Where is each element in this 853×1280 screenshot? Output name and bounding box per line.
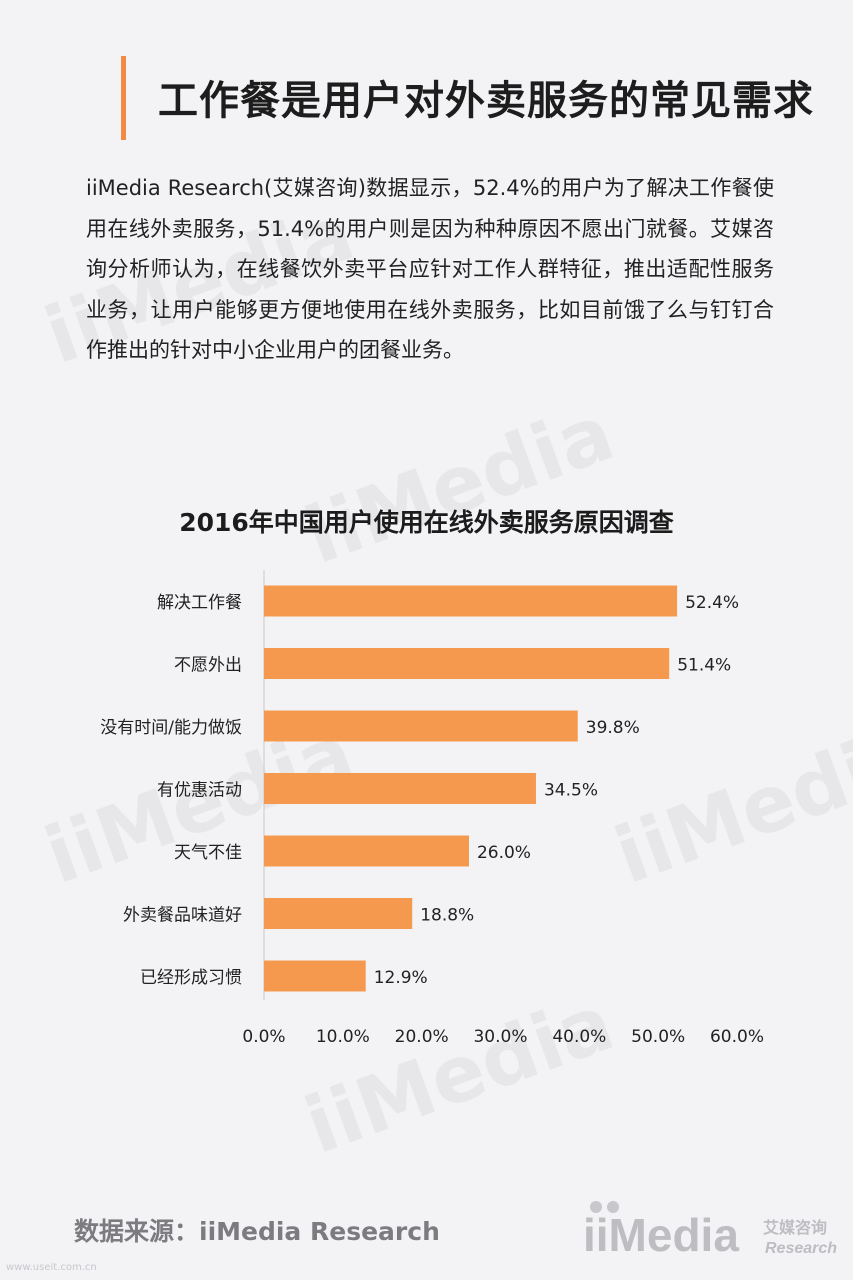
data-label: 12.9% bbox=[374, 968, 428, 988]
svg-text:Research: Research bbox=[765, 1240, 837, 1257]
data-label: 26.0% bbox=[477, 843, 531, 863]
category-label: 天气不佳 bbox=[174, 843, 242, 863]
x-tick-label: 50.0% bbox=[631, 1027, 685, 1047]
page-title: 工作餐是用户对外卖服务的常见需求 bbox=[158, 78, 814, 124]
bar bbox=[264, 835, 469, 867]
data-label: 18.8% bbox=[420, 906, 474, 926]
category-label: 外卖餐品味道好 bbox=[123, 906, 242, 926]
x-tick-label: 20.0% bbox=[395, 1027, 449, 1047]
category-label: 没有时间/能力做饭 bbox=[100, 718, 242, 738]
bar bbox=[264, 585, 678, 617]
bar bbox=[264, 960, 366, 992]
data-label: 34.5% bbox=[544, 781, 598, 801]
category-label: 解决工作餐 bbox=[157, 593, 242, 613]
data-label: 39.8% bbox=[586, 718, 640, 738]
chart-title: 2016年中国用户使用在线外卖服务原因调查 bbox=[179, 508, 674, 537]
x-tick-label: 10.0% bbox=[316, 1027, 370, 1047]
footer-url: www.useit.com.cn bbox=[6, 1262, 97, 1273]
iimedia-logo: iiMedia 艾媒咨询 Research bbox=[583, 1201, 837, 1261]
x-tick-label: 60.0% bbox=[710, 1027, 764, 1047]
svg-text:iiMedia: iiMedia bbox=[583, 1209, 739, 1261]
bar bbox=[264, 710, 578, 742]
data-label: 51.4% bbox=[677, 656, 731, 676]
bar bbox=[264, 773, 536, 804]
category-label: 不愿外出 bbox=[174, 656, 242, 676]
data-label: 52.4% bbox=[685, 593, 739, 613]
title-accent-bar bbox=[121, 56, 126, 140]
x-tick-label: 0.0% bbox=[242, 1027, 285, 1047]
intro-paragraph: iiMedia Research(艾媒咨询)数据显示，52.4%的用户为了解决工… bbox=[86, 176, 774, 362]
x-tick-label: 40.0% bbox=[552, 1027, 606, 1047]
bar bbox=[264, 648, 670, 679]
x-tick-label: 30.0% bbox=[473, 1027, 527, 1047]
bar bbox=[264, 898, 413, 929]
category-label: 已经形成习惯 bbox=[140, 968, 242, 988]
category-label: 有优惠活动 bbox=[157, 781, 242, 801]
data-source: 数据来源：iiMedia Research bbox=[74, 1217, 440, 1246]
bar-chart: 解决工作餐 52.4% 不愿外出 51.4% 没有时间/能力做饭 39.8% 有优惠活动 34… bbox=[100, 570, 764, 1047]
svg-text:艾媒咨询: 艾媒咨询 bbox=[763, 1218, 827, 1237]
